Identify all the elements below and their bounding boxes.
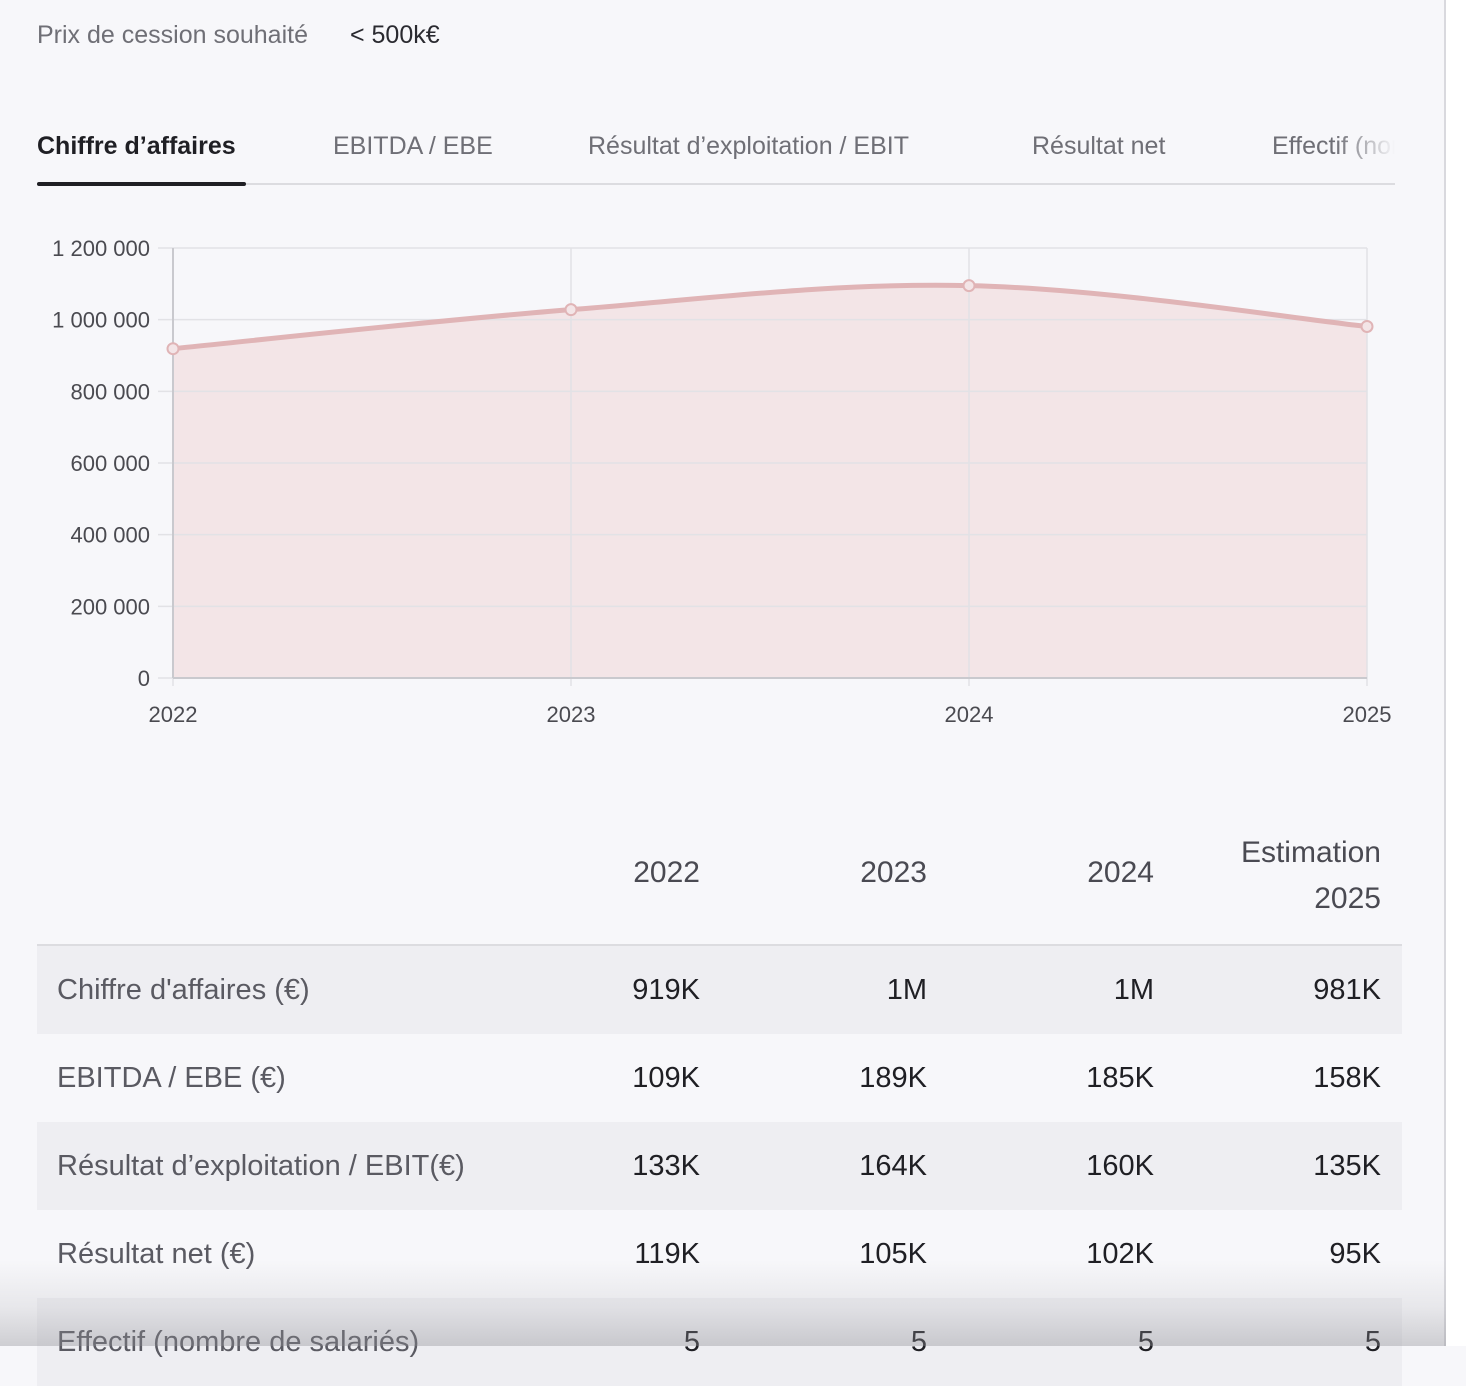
data-point bbox=[166, 342, 180, 356]
table-cell: 5 bbox=[1137, 1326, 1154, 1358]
asking-price-value: < 500k€ bbox=[349, 20, 440, 49]
x-tick-label: 2023 bbox=[547, 702, 596, 727]
metric-tabs: Chiffre d’affaires EBITDA / EBE Résultat… bbox=[37, 128, 1395, 186]
row-label: Chiffre d'affaires (€) bbox=[57, 974, 310, 1006]
tab-ebitda[interactable]: EBITDA / EBE bbox=[333, 132, 493, 160]
row-label: Résultat net (€) bbox=[57, 1238, 256, 1270]
y-tick-label: 1 200 000 bbox=[52, 236, 150, 261]
table-cell: 919K bbox=[632, 974, 700, 1006]
table-row: Résultat d’exploitation / EBIT(€) 133K 164… bbox=[37, 1122, 1402, 1210]
table-cell: 5 bbox=[910, 1326, 927, 1358]
y-tick-label: 600 000 bbox=[70, 451, 150, 476]
x-tick-label: 2024 bbox=[945, 702, 994, 727]
panel-divider bbox=[1444, 0, 1446, 1346]
table-cell: 1M bbox=[1113, 974, 1154, 1006]
tab-resultat-net[interactable]: Résultat net bbox=[1032, 132, 1166, 160]
header-estimation-year: 2025 bbox=[1314, 882, 1381, 915]
tabs-divider bbox=[37, 183, 1395, 185]
row-label: Effectif (nombre de salariés) bbox=[57, 1326, 420, 1358]
table-cell: 164K bbox=[859, 1150, 927, 1182]
table-cell: 133K bbox=[632, 1150, 700, 1182]
tab-resultat-exploitation[interactable]: Résultat d’exploitation / EBIT bbox=[588, 132, 909, 160]
table-cell: 185K bbox=[1086, 1062, 1154, 1094]
table-header: 2022 2023 2024 Estimation 2025 bbox=[37, 826, 1402, 946]
data-point bbox=[564, 303, 578, 317]
data-point bbox=[1360, 319, 1374, 333]
table-cell: 135K bbox=[1313, 1150, 1381, 1182]
active-tab-indicator bbox=[37, 182, 246, 186]
asking-price-row: Prix de cession souhaité < 500k€ bbox=[37, 18, 440, 52]
table-cell: 158K bbox=[1313, 1062, 1381, 1094]
revenue-area-chart: 0 200 000 400 000 600 000 800 000 1 000 000 1 … bbox=[52, 236, 1392, 727]
table-cell: 981K bbox=[1313, 974, 1381, 1006]
header-estimation-label: Estimation bbox=[1240, 836, 1381, 869]
table-cell: 189K bbox=[859, 1062, 927, 1094]
header-year: 2023 bbox=[860, 856, 927, 889]
y-tick-label: 0 bbox=[138, 666, 150, 691]
tabs-overflow-fade bbox=[1335, 128, 1395, 178]
row-label: EBITDA / EBE (€) bbox=[57, 1062, 286, 1094]
table-body: Chiffre d'affaires (€) 919K 1M 1M 981K EBITDA… bbox=[37, 946, 1402, 1386]
table-cell: 105K bbox=[859, 1238, 927, 1270]
table-cell: 5 bbox=[683, 1326, 700, 1358]
y-tick-label: 400 000 bbox=[70, 523, 150, 548]
table-row: Résultat net (€) 119K 105K 102K 95K bbox=[37, 1210, 1402, 1298]
table-cell: 95K bbox=[1329, 1238, 1381, 1270]
header-year: 2024 bbox=[1087, 856, 1154, 889]
series-line bbox=[170, 282, 1370, 352]
financials-table: 2022 2023 2024 Estimation 2025 Chiffre d… bbox=[37, 826, 1402, 1386]
table-row: Chiffre d'affaires (€) 919K 1M 1M 981K bbox=[37, 946, 1402, 1034]
data-point bbox=[962, 279, 976, 293]
series-area bbox=[173, 285, 1367, 678]
table-row: EBITDA / EBE (€) 109K 189K 185K 158K bbox=[37, 1034, 1402, 1122]
y-tick-label: 800 000 bbox=[70, 379, 150, 404]
table-cell: 109K bbox=[632, 1062, 700, 1094]
table-cell: 160K bbox=[1086, 1150, 1154, 1182]
table-cell: 1M bbox=[886, 974, 927, 1006]
row-label: Résultat d’exploitation / EBIT(€) bbox=[57, 1150, 465, 1182]
right-pane bbox=[1446, 0, 1466, 1346]
table-cell: 5 bbox=[1364, 1326, 1381, 1358]
table-cell: 119K bbox=[634, 1238, 700, 1270]
header-estimation: Estimation 2025 bbox=[1241, 830, 1381, 922]
x-tick-label: 2022 bbox=[149, 702, 198, 727]
x-tick-label: 2025 bbox=[1343, 702, 1392, 727]
asking-price-label: Prix de cession souhaité bbox=[37, 20, 308, 49]
header-year: 2022 bbox=[633, 856, 700, 889]
y-tick-label: 1 000 000 bbox=[52, 308, 150, 333]
y-tick-label: 200 000 bbox=[70, 594, 150, 619]
table-cell: 102K bbox=[1086, 1238, 1154, 1270]
table-row: Effectif (nombre de salariés) 5 5 5 5 bbox=[37, 1298, 1402, 1386]
tab-chiffre-affaires[interactable]: Chiffre d’affaires bbox=[37, 132, 236, 160]
